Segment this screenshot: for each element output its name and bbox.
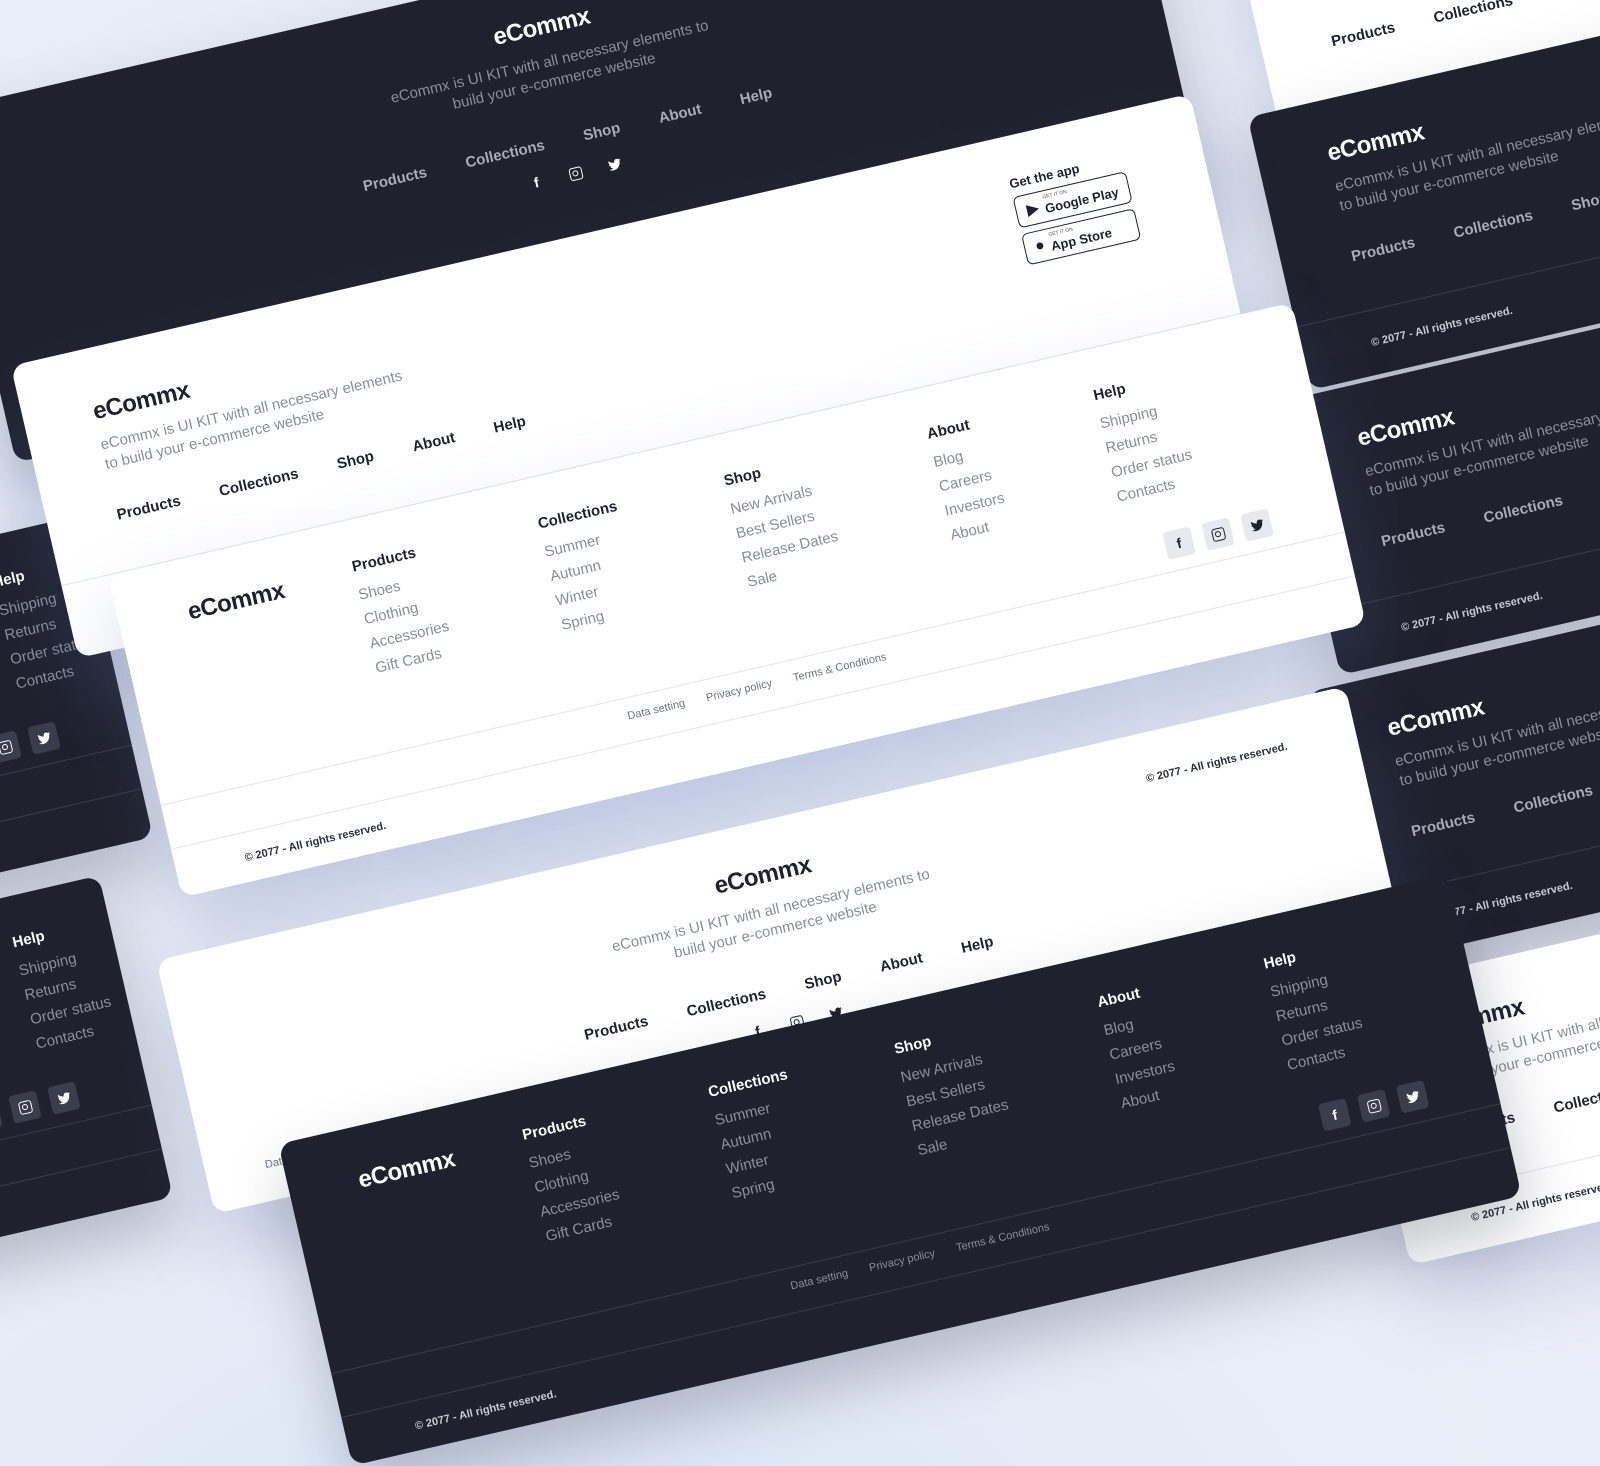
column-title: Help [1262,937,1346,972]
nav-link[interactable]: Products [1330,19,1397,50]
twitter-bird [1405,1090,1420,1104]
nav-link[interactable]: Collections [1452,207,1535,242]
nav-link[interactable]: Collections [1432,0,1515,27]
nav-link[interactable]: About [878,949,924,975]
facebook-icon[interactable]: f [1318,1098,1352,1132]
nav-link[interactable]: Help [492,413,528,437]
legal-link[interactable]: Data setting [626,698,686,723]
nav-link[interactable]: About [657,101,703,127]
column-title: Help [1092,369,1176,404]
nav-link[interactable]: Products [1380,519,1447,550]
column-title: Collections [536,498,619,533]
column-title: About [925,412,988,442]
column-link[interactable]: Careers [937,465,1000,495]
column-title: Collections [707,1066,790,1101]
nav-link[interactable]: Help [960,933,996,957]
nav-link[interactable]: Shop [1570,189,1600,214]
logo[interactable]: eCommx [185,577,287,626]
twitter-bird [56,1091,71,1105]
twitter-bird [607,158,622,172]
nav-link[interactable]: Products [1350,234,1417,265]
nav-link[interactable]: Collections [1482,492,1565,527]
column-title: Products [521,1109,604,1144]
instagram-icon[interactable] [1201,517,1235,551]
instagram-icon[interactable] [8,1090,42,1124]
nav-link[interactable]: Shop [335,448,375,473]
facebook-icon[interactable]: f [0,1099,3,1133]
column-link[interactable]: Blog [932,441,995,471]
nav-link[interactable]: Products [361,164,428,195]
legal-link[interactable]: Privacy policy [705,677,773,704]
nav-link[interactable]: About [411,429,457,455]
nav-link[interactable]: Help [738,84,774,108]
nav-link[interactable]: Shop [803,968,843,993]
column-link[interactable]: Investors [943,489,1006,519]
column-link[interactable]: About [949,514,1012,544]
twitter-bird [36,731,51,745]
nav-link[interactable]: Collections [218,465,301,500]
nav-link[interactable]: Collections [685,986,768,1021]
legal-link[interactable]: Privacy policy [868,1247,936,1274]
nav-link[interactable]: Products [1410,809,1477,840]
instagram-icon[interactable] [0,730,22,764]
column-link[interactable]: Careers [1108,1033,1171,1063]
twitter-icon[interactable] [27,721,61,755]
twitter-icon[interactable] [1240,508,1274,542]
copyright: © 2077 - All rights reserved. [1400,590,1544,634]
footer-card-columns: eCommxProductsShoesClothingAccessoriesGi… [0,876,173,1445]
legal-link[interactable]: Data setting [789,1268,849,1293]
nav-link[interactable]: Products [583,1013,650,1044]
column-title: Help [11,916,95,951]
twitter-icon[interactable] [598,148,632,182]
nav-link[interactable]: Collections [464,137,547,172]
social-links: f [0,1081,81,1133]
nav-link[interactable]: Collections [1512,782,1595,817]
nav-link[interactable]: Products [115,492,182,523]
tagline: eCommx is UI KIT with all necessary elem… [1313,0,1600,1]
column-link[interactable]: About [1119,1082,1182,1112]
facebook-icon[interactable]: f [1162,526,1196,560]
instagram-icon[interactable] [1357,1089,1391,1123]
instagram-icon[interactable] [559,157,593,191]
column-link[interactable]: Investors [1113,1058,1176,1088]
apple-icon: ● [1033,236,1046,256]
column-title: Products [350,541,433,576]
copyright: © 2077 - All rights reserved. [1370,305,1514,349]
social-links: f [0,721,61,773]
twitter-icon[interactable] [47,1081,81,1115]
nav-link[interactable]: Shop [582,119,622,144]
facebook-icon[interactable]: f [520,166,554,200]
twitter-icon[interactable] [1396,1080,1430,1114]
logo[interactable]: eCommx [355,1145,457,1194]
column-link[interactable]: Blog [1102,1009,1165,1039]
twitter-bird [1249,518,1264,532]
column-title: About [1096,981,1159,1011]
google-play-icon: ▶ [1025,198,1041,220]
